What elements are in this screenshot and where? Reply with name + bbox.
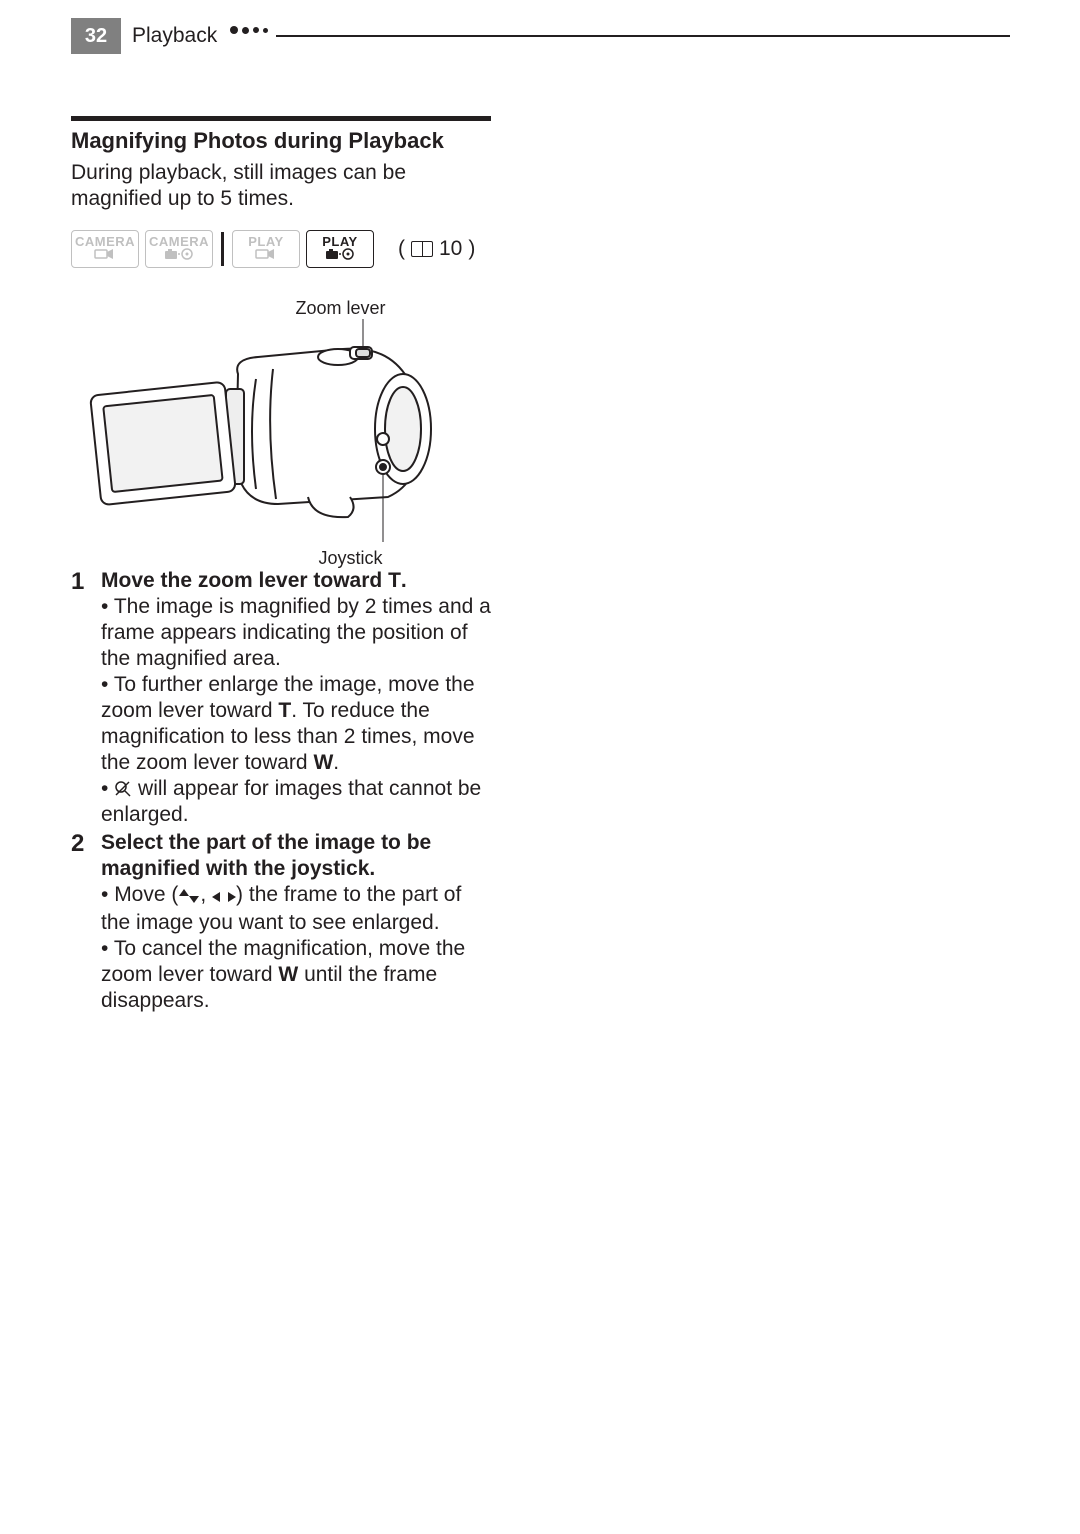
step-1: 1 Move the zoom lever toward T. • The im… (71, 568, 491, 828)
step-number: 1 (71, 568, 91, 828)
mode-label: PLAY (248, 235, 283, 248)
zoom-lever-label: Zoom lever (228, 298, 453, 319)
mode-divider (221, 232, 224, 266)
mode-camera-photo: CAMERA (145, 230, 213, 268)
steps-list: 1 Move the zoom lever toward T. • The im… (71, 568, 491, 1016)
t-icon: T (388, 569, 401, 592)
dot-icon (230, 26, 238, 34)
w-icon: W (313, 751, 333, 774)
step-number: 2 (71, 830, 91, 1014)
no-enlarge-icon (114, 779, 132, 797)
manual-page: 32 Playback Magnifying Photos during Pla… (0, 0, 1080, 1534)
step-head-text: Move the zoom lever toward (101, 569, 388, 592)
mode-row: CAMERA CAMERA PLAY PLAY ( 10) (71, 230, 475, 268)
step-body: Move the zoom lever toward T. • The imag… (101, 568, 491, 828)
page-number: 32 (85, 25, 107, 48)
page-ref-number: 10 (439, 237, 462, 261)
bullet: • The image is magnified by 2 times and … (101, 594, 491, 672)
bullet: • To cancel the magnification, move the … (101, 936, 491, 1014)
arrows-left-right-icon (212, 884, 236, 910)
dot-icon (253, 27, 259, 33)
step-heading: Move the zoom lever toward T. (101, 569, 407, 592)
video-icon (94, 248, 116, 264)
mode-play-video: PLAY (232, 230, 300, 268)
bullet-text: . (333, 751, 339, 774)
dot-icon (242, 27, 249, 34)
step-body: Select the part of the image to be magni… (101, 830, 491, 1014)
camera-illustration: Zoom lever (88, 298, 453, 569)
photo-disc-icon (164, 248, 194, 264)
mode-camera-video: CAMERA (71, 230, 139, 268)
mode-label: CAMERA (149, 235, 209, 248)
joystick-label: Joystick (248, 548, 453, 569)
bullet: • Move (, ) the frame to the part of the… (101, 882, 491, 936)
bullet-text: Move ( (114, 883, 178, 906)
w-icon: W (278, 963, 298, 986)
camcorder-icon (88, 319, 453, 544)
header-dots (230, 26, 268, 34)
bullet-text: , (200, 883, 212, 906)
chapter-title: Playback (132, 24, 217, 48)
mode-label: PLAY (322, 235, 357, 248)
step-head-post: . (401, 569, 407, 592)
book-icon (411, 241, 433, 257)
mode-play-photo: PLAY (306, 230, 374, 268)
video-icon (255, 248, 277, 264)
section-title: Magnifying Photos during Playback (71, 128, 444, 154)
bullet: • will appear for images that cannot be … (101, 776, 491, 828)
page-reference: ( 10) (398, 237, 475, 261)
bullet: • To further enlarge the image, move the… (101, 672, 491, 776)
section-intro: During playback, still images can be mag… (71, 160, 491, 212)
page-number-box: 32 (71, 18, 121, 54)
photo-disc-icon (325, 248, 355, 264)
section-rule (71, 116, 491, 121)
bullet-text: The image is magnified by 2 times and a … (101, 595, 491, 670)
step-2: 2 Select the part of the image to be mag… (71, 830, 491, 1014)
header-rule (276, 35, 1010, 37)
dot-icon (263, 28, 268, 33)
mode-label: CAMERA (75, 235, 135, 248)
bullet-text: will appear for images that cannot be en… (101, 777, 481, 826)
arrows-up-down-icon (178, 884, 200, 910)
step-heading: Select the part of the image to be magni… (101, 831, 431, 880)
t-icon: T (278, 699, 291, 722)
